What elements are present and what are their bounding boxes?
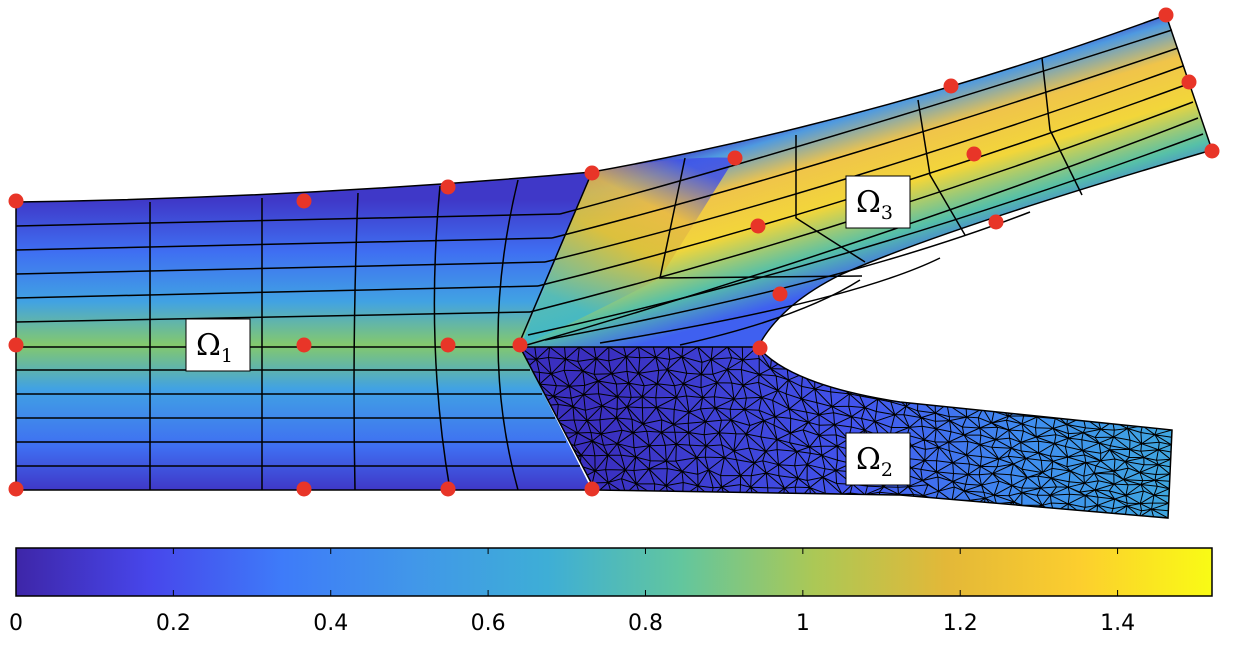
region-label-omega3: Ω3 [845,175,911,229]
control-point [1158,7,1174,23]
control-point [296,337,312,353]
control-point [584,481,600,497]
control-point [772,286,788,302]
control-point [1204,143,1220,159]
control-point [1181,74,1197,90]
omega1-mesh [15,171,593,491]
region-label-omega2: Ω2 [845,432,911,486]
control-point [752,340,768,356]
control-point [440,481,456,497]
colorbar-tick-label: 0.8 [628,611,663,636]
svg-text:Ω2: Ω2 [856,442,893,481]
colorbar-tick-label: 0.2 [156,611,191,636]
omega2-label-box [845,432,911,486]
omega2-symbol: Ω [856,442,881,477]
colorbar-tick-label: 1.2 [943,611,978,636]
colorbar-tick-labels: 0 0.2 0.4 0.6 0.8 1 1.2 1.4 [9,611,1135,636]
control-point [8,481,24,497]
colorbar-frame [15,547,1213,597]
control-point [966,146,982,162]
control-point [727,150,743,166]
omega3-subscript: 3 [881,202,893,224]
control-point [8,193,24,209]
control-point [296,193,312,209]
omega2-subscript: 2 [881,459,893,481]
control-point [296,481,312,497]
subdomain-omega1 [15,171,593,491]
control-point [943,78,959,94]
control-points [8,7,1220,497]
control-point [988,214,1004,230]
svg-text:Ω3: Ω3 [856,185,893,224]
colorbar-tick-label: 0.4 [313,611,348,636]
omega3-symbol: Ω [856,185,881,220]
colorbar-tick-label: 1 [796,611,810,636]
control-point [440,179,456,195]
omega3-label-box [845,175,911,229]
region-label-omega1: Ω1 [185,318,251,372]
omega1-symbol: Ω [196,328,221,363]
svg-text:Ω1: Ω1 [196,328,233,367]
colorbar-tick-label: 1.4 [1100,611,1135,636]
omega3-surface-b [520,157,735,347]
omega1-subscript: 1 [221,345,233,367]
colorbar-tick-label: 0 [9,611,23,636]
control-point [750,218,766,234]
control-point [584,165,600,181]
omega1-label-box [185,318,251,372]
omega1-surface [16,172,592,490]
colorbar: 0 0.2 0.4 0.6 0.8 1 1.2 1.4 [9,547,1213,636]
colorbar-fill [16,548,1212,596]
control-point [440,337,456,353]
control-point [8,337,24,353]
omega2-outline [518,346,1173,519]
control-point [512,337,528,353]
colorbar-tick-label: 0.6 [471,611,506,636]
